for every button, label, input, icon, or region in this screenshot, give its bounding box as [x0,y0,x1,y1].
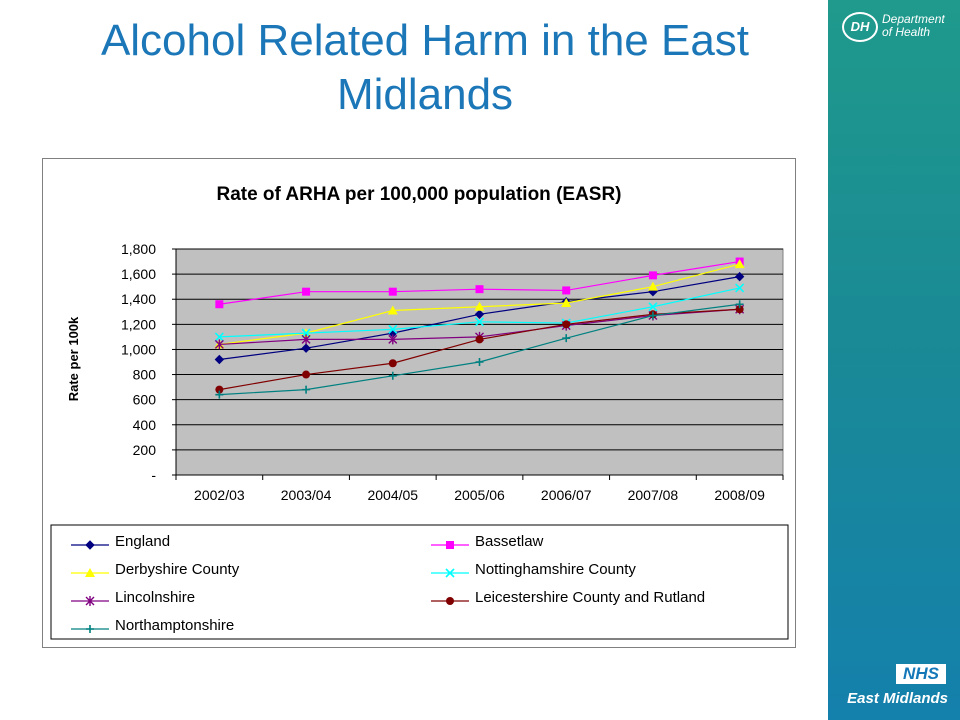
legend-swatch-marker [446,597,454,605]
x-tick-label: 2003/04 [281,487,332,503]
data-point [302,287,311,296]
legend-label: Derbyshire County [115,561,240,578]
legend-item: Northamptonshire [71,617,234,634]
data-point [214,339,224,350]
y-tick-label: 1,000 [121,341,156,357]
data-point [388,334,398,345]
legend-swatch-marker [445,568,455,578]
x-tick-label: 2005/06 [454,487,505,503]
data-point [388,371,397,380]
y-tick-label: 1,200 [121,316,156,332]
data-point [648,271,657,280]
chart-frame: Rate of ARHA per 100,000 population (EAS… [42,158,796,648]
x-tick-label: 2006/07 [541,487,592,503]
y-axis-label: Rate per 100k [66,316,81,401]
data-point [561,297,572,307]
x-tick-label: 2007/08 [628,487,679,503]
data-point [647,281,658,291]
legend-item: Nottinghamshire County [431,561,636,578]
data-point [301,334,311,345]
legend-item: Derbyshire County [71,561,240,578]
data-point [388,324,398,334]
data-point [302,370,311,379]
data-point [648,302,658,312]
legend-swatch-marker [85,596,95,606]
y-tick-label: 400 [133,417,157,433]
legend-item: England [71,533,170,550]
legend-swatch-marker [446,541,454,549]
legend-box [50,524,789,640]
data-point [734,271,745,282]
dh-mark: DH [842,12,878,42]
dh-line-2: of Health [882,25,931,39]
y-tick-label: 1,600 [121,266,156,282]
legend-swatch-marker [85,568,95,577]
data-point [214,354,225,365]
data-point [214,332,224,342]
data-point [387,305,398,315]
x-tick-label: 2004/05 [367,487,418,503]
series-6 [215,300,744,399]
data-point [475,335,484,344]
data-point [302,385,311,394]
line-chart: Rate of ARHA per 100,000 population (EAS… [50,184,789,640]
data-point [562,334,571,343]
data-point [215,300,224,309]
data-point [215,385,224,394]
data-point [474,301,485,311]
data-point [388,359,397,368]
y-tick-label: - [151,467,156,483]
y-tick-label: 800 [133,367,157,383]
legend-swatch-marker [85,540,95,550]
data-point [475,358,484,366]
department-of-health-logo: DH Department of Health [842,10,952,44]
brand-sidebar: DH Department of Health NHS East Midland… [828,0,960,720]
chart-title: Rate of ARHA per 100,000 population (EAS… [216,184,621,205]
legend-label: Leicestershire County and Rutland [475,589,705,606]
data-point [735,305,744,314]
data-point [215,390,224,399]
data-point [562,286,571,295]
data-point [735,283,745,293]
x-tick-label: 2008/09 [714,487,765,503]
data-point [475,285,484,294]
dh-line-1: Department [882,12,945,26]
legend-label: Lincolnshire [115,589,195,606]
data-point [301,343,311,353]
data-point [734,259,745,269]
data-point [474,309,485,319]
data-point [388,287,397,296]
x-tick-label: 2002/03 [194,487,245,503]
legend-item: Leicestershire County and Rutland [431,589,705,606]
data-point [735,300,744,309]
legend-item: Bassetlaw [431,533,544,550]
legend-label: Bassetlaw [475,533,544,550]
y-tick-label: 600 [133,392,157,408]
legend-label: Northamptonshire [115,617,234,634]
data-point [474,317,485,327]
y-tick-label: 1,800 [121,241,156,257]
legend-item: Lincolnshire [71,589,195,606]
y-tick-label: 1,400 [121,291,156,307]
dh-wordmark: Department of Health [882,13,945,39]
y-tick-label: 200 [133,442,157,458]
slide-title: Alcohol Related Harm in the East Midland… [100,16,750,119]
legend-label: England [115,533,170,550]
nhs-region-label: East Midlands [847,690,948,707]
data-point [562,320,571,329]
legend-swatch-marker [86,625,94,633]
legend-label: Nottinghamshire County [475,561,636,578]
nhs-logo: NHS [896,664,946,684]
data-point [648,311,657,320]
